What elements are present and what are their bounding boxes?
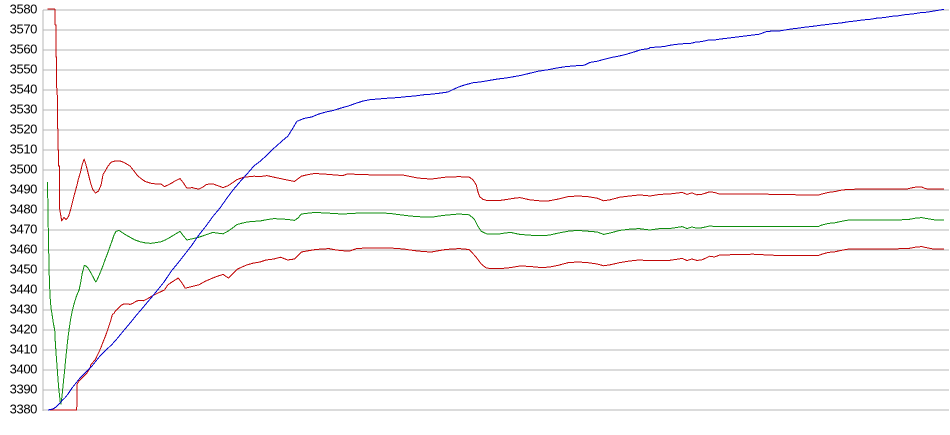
svg-text:3420: 3420 xyxy=(10,321,37,336)
svg-text:3470: 3470 xyxy=(10,221,37,236)
svg-text:3500: 3500 xyxy=(10,161,37,176)
svg-text:3520: 3520 xyxy=(10,121,37,136)
svg-text:3390: 3390 xyxy=(10,381,37,396)
svg-text:3560: 3560 xyxy=(10,41,37,56)
svg-text:3580: 3580 xyxy=(10,1,37,16)
svg-text:3410: 3410 xyxy=(10,341,37,356)
svg-text:3490: 3490 xyxy=(10,181,37,196)
svg-text:3550: 3550 xyxy=(10,61,37,76)
svg-text:3400: 3400 xyxy=(10,361,37,376)
svg-text:3440: 3440 xyxy=(10,281,37,296)
svg-text:3460: 3460 xyxy=(10,241,37,256)
svg-text:3570: 3570 xyxy=(10,21,37,36)
svg-text:3540: 3540 xyxy=(10,81,37,96)
svg-text:3380: 3380 xyxy=(10,401,37,416)
svg-text:3510: 3510 xyxy=(10,141,37,156)
svg-text:3480: 3480 xyxy=(10,201,37,216)
svg-text:3430: 3430 xyxy=(10,301,37,316)
svg-text:3530: 3530 xyxy=(10,101,37,116)
svg-text:3450: 3450 xyxy=(10,261,37,276)
